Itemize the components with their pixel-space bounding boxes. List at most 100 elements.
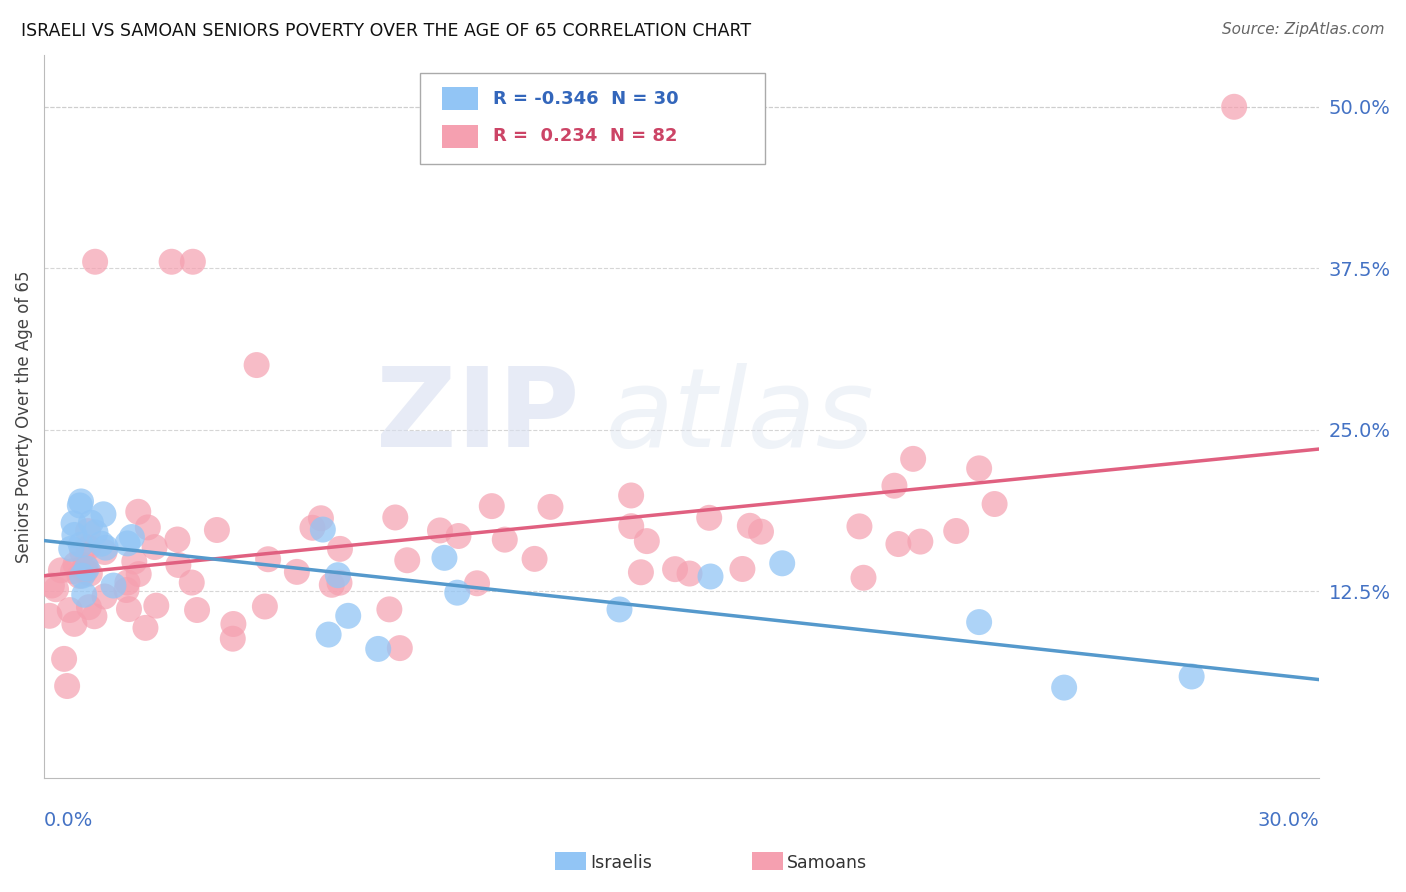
Point	[118, 602, 141, 616]
Text: ISRAELI VS SAMOAN SENIORS POVERTY OVER THE AGE OF 65 CORRELATION CHART: ISRAELI VS SAMOAN SENIORS POVERTY OVER T…	[21, 22, 751, 40]
Point	[49, 563, 72, 577]
Text: atlas: atlas	[605, 363, 873, 470]
Text: R =  0.234  N = 82: R = 0.234 N = 82	[494, 128, 678, 145]
Point	[167, 558, 190, 572]
Point	[77, 600, 100, 615]
Point	[160, 254, 183, 268]
Text: 0.0%: 0.0%	[44, 811, 93, 830]
Point	[446, 585, 468, 599]
Point	[699, 569, 721, 583]
Point	[103, 578, 125, 592]
Point	[63, 528, 86, 542]
Point	[630, 566, 652, 580]
Point	[84, 254, 107, 268]
Point	[678, 566, 700, 581]
Point	[697, 511, 720, 525]
Point	[145, 599, 167, 613]
Point	[117, 536, 139, 550]
Point	[447, 529, 470, 543]
Point	[285, 565, 308, 579]
Point	[910, 534, 932, 549]
Point	[901, 451, 924, 466]
Point	[222, 617, 245, 632]
Point	[1053, 681, 1076, 695]
Point	[429, 524, 451, 538]
Point	[62, 564, 84, 578]
Point	[80, 516, 103, 530]
Point	[128, 567, 150, 582]
FancyBboxPatch shape	[420, 73, 765, 163]
Point	[246, 358, 269, 372]
Point	[321, 578, 343, 592]
Point	[749, 524, 772, 539]
Point	[967, 461, 990, 475]
Point	[65, 558, 87, 572]
Point	[731, 562, 754, 576]
Point	[73, 562, 96, 576]
Point	[77, 524, 100, 538]
Point	[136, 520, 159, 534]
Point	[883, 479, 905, 493]
Point	[620, 519, 643, 533]
Point	[124, 555, 146, 569]
Point	[326, 568, 349, 582]
Point	[664, 562, 686, 576]
Point	[69, 499, 91, 513]
Text: Israelis: Israelis	[591, 854, 652, 871]
Point	[69, 538, 91, 552]
Point	[301, 521, 323, 535]
Point	[94, 541, 117, 555]
Point	[609, 602, 631, 616]
Point	[180, 575, 202, 590]
Point	[983, 497, 1005, 511]
Point	[770, 557, 793, 571]
Point	[70, 568, 93, 582]
Point	[253, 599, 276, 614]
Point	[494, 533, 516, 547]
Point	[186, 603, 208, 617]
Point	[852, 571, 875, 585]
Text: R = -0.346  N = 30: R = -0.346 N = 30	[494, 89, 679, 108]
Point	[222, 632, 245, 646]
Point	[887, 537, 910, 551]
Point	[257, 552, 280, 566]
Point	[56, 679, 79, 693]
Point	[384, 510, 406, 524]
Text: Source: ZipAtlas.com: Source: ZipAtlas.com	[1222, 22, 1385, 37]
Point	[41, 578, 63, 592]
Point	[378, 602, 401, 616]
Point	[433, 550, 456, 565]
Point	[77, 541, 100, 555]
Point	[388, 641, 411, 656]
Point	[967, 615, 990, 629]
Point	[60, 541, 83, 556]
Y-axis label: Seniors Poverty Over the Age of 65: Seniors Poverty Over the Age of 65	[15, 270, 32, 563]
Point	[93, 590, 115, 604]
Point	[181, 254, 204, 268]
Point	[848, 519, 870, 533]
Point	[166, 533, 188, 547]
Point	[75, 558, 97, 573]
Point	[329, 541, 352, 556]
Point	[143, 540, 166, 554]
Point	[312, 523, 335, 537]
Text: ZIP: ZIP	[377, 363, 579, 470]
Point	[63, 616, 86, 631]
Point	[127, 505, 149, 519]
Point	[540, 500, 562, 514]
Point	[84, 525, 107, 540]
Point	[396, 553, 419, 567]
Point	[75, 565, 97, 579]
FancyBboxPatch shape	[441, 87, 478, 110]
Point	[738, 518, 761, 533]
Point	[205, 523, 228, 537]
Point	[73, 588, 96, 602]
Text: 30.0%: 30.0%	[1257, 811, 1319, 830]
Point	[76, 561, 98, 575]
Point	[117, 575, 139, 590]
Point	[481, 499, 503, 513]
Point	[523, 552, 546, 566]
Point	[67, 569, 90, 583]
Point	[93, 545, 115, 559]
Point	[79, 566, 101, 581]
